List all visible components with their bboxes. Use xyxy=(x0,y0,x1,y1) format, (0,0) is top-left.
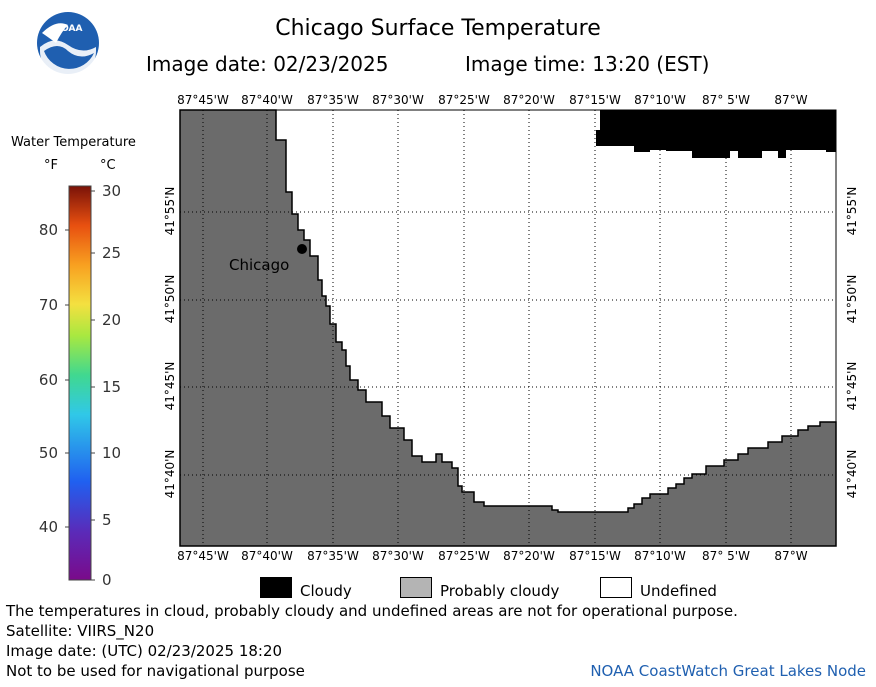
lon-label-top: 87°10'W xyxy=(634,93,686,107)
page-title: Chicago Surface Temperature xyxy=(275,16,601,41)
lat-label-right: 41°55'N xyxy=(845,186,859,236)
probably-cloudy-swatch xyxy=(400,577,432,598)
fahrenheit-tick: 60 xyxy=(38,371,58,389)
lon-label-top: 87°25'W xyxy=(438,93,490,107)
unit-celsius: °C xyxy=(100,158,116,173)
color-scale-bar xyxy=(65,185,95,581)
operational-note: The temperatures in cloud, probably clou… xyxy=(6,602,738,620)
celsius-tick: 0 xyxy=(102,571,112,589)
undefined-label: Undefined xyxy=(640,582,717,600)
navigation-warning: Not to be used for navigational purpose xyxy=(6,662,305,680)
lon-label-bottom: 87°25'W xyxy=(438,549,490,563)
fahrenheit-tick: 70 xyxy=(38,296,58,314)
map-frame xyxy=(179,109,837,547)
fahrenheit-tick: 80 xyxy=(38,221,58,239)
lon-label-top: 87°W xyxy=(774,93,808,107)
lon-label-bottom: 87°30'W xyxy=(372,549,424,563)
fahrenheit-tick: 50 xyxy=(38,444,58,462)
lon-label-top: 87°40'W xyxy=(241,93,293,107)
celsius-tick: 25 xyxy=(102,244,122,262)
cloudy-label: Cloudy xyxy=(300,582,352,600)
utc-date: Image date: (UTC) 02/23/2025 18:20 xyxy=(6,642,283,660)
cloud-area xyxy=(596,110,836,158)
lon-label-bottom: 87°20'W xyxy=(503,549,555,563)
lat-label-right: 41°45'N xyxy=(845,361,859,411)
chicago-marker xyxy=(297,244,307,254)
celsius-tick: 20 xyxy=(102,311,122,329)
lat-label-left: 41°55'N xyxy=(163,186,177,236)
lat-label-left: 41°45'N xyxy=(163,361,177,411)
celsius-tick: 5 xyxy=(102,511,112,529)
unit-fahrenheit: °F xyxy=(44,158,58,173)
scale-title: Water Temperature xyxy=(11,135,136,150)
lon-label-bottom: 87°40'W xyxy=(241,549,293,563)
lat-label-right: 41°40'N xyxy=(845,449,859,499)
noaa-logo: NOAA xyxy=(37,12,99,75)
celsius-tick: 30 xyxy=(102,182,122,200)
lon-label-bottom: 87°W xyxy=(774,549,808,563)
credit-link[interactable]: NOAA CoastWatch Great Lakes Node xyxy=(590,662,866,680)
lat-label-right: 41°50'N xyxy=(845,274,859,324)
image-time: Image time: 13:20 (EST) xyxy=(465,52,710,76)
lat-label-left: 41°40'N xyxy=(163,449,177,499)
lat-label-left: 41°50'N xyxy=(163,274,177,324)
city-label: Chicago xyxy=(229,256,289,274)
celsius-tick: 10 xyxy=(102,444,122,462)
land-area xyxy=(179,109,837,547)
lon-label-top: 87°15'W xyxy=(569,93,621,107)
satellite-info: Satellite: VIIRS_N20 xyxy=(6,622,155,640)
probably-cloudy-label: Probably cloudy xyxy=(440,582,560,600)
fahrenheit-tick: 40 xyxy=(38,518,58,536)
lon-label-top: 87°20'W xyxy=(503,93,555,107)
lon-label-bottom: 87°15'W xyxy=(569,549,621,563)
logo-text: NOAA xyxy=(54,24,83,34)
lon-label-top: 87°30'W xyxy=(372,93,424,107)
lon-label-bottom: 87°45'W xyxy=(177,549,229,563)
lon-label-top: 87°45'W xyxy=(177,93,229,107)
cloudy-swatch xyxy=(260,577,292,598)
undefined-swatch xyxy=(600,577,632,598)
lon-label-top: 87°35'W xyxy=(307,93,359,107)
lon-label-bottom: 87°35'W xyxy=(307,549,359,563)
lon-label-bottom: 87° 5'W xyxy=(702,549,750,563)
image-date: Image date: 02/23/2025 xyxy=(146,52,389,76)
celsius-tick: 15 xyxy=(102,378,122,396)
lon-label-top: 87° 5'W xyxy=(702,93,750,107)
map-panel: Chicago xyxy=(179,109,837,547)
lon-label-bottom: 87°10'W xyxy=(634,549,686,563)
